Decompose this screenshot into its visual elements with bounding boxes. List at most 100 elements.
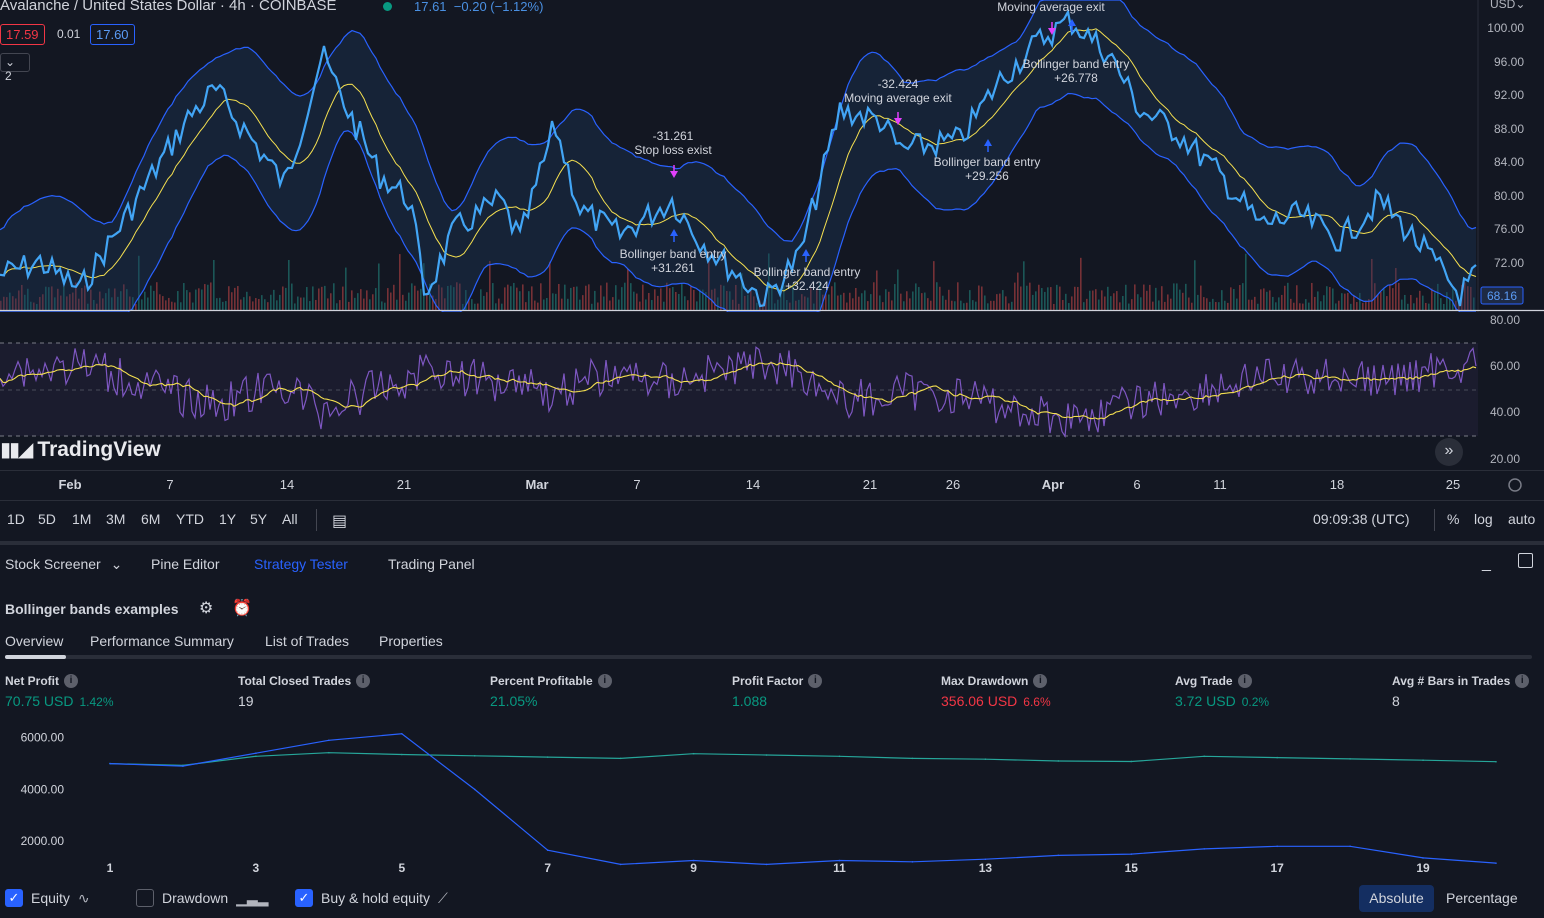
volume-bar	[1074, 286, 1076, 310]
volume-bar	[432, 295, 434, 310]
utc-clock[interactable]: 09:09:38 (UTC)	[1313, 511, 1410, 527]
indicators-collapse-button[interactable]: ⌄ 2	[0, 53, 30, 83]
volume-bar	[1113, 293, 1115, 310]
currency-selector[interactable]: USD⌄	[1490, 0, 1525, 11]
volume-bar	[1365, 300, 1367, 310]
settings-gear-icon[interactable]: ⚙	[199, 600, 214, 617]
entry-marker-icon[interactable]	[802, 249, 810, 256]
exit-marker-icon[interactable]	[1048, 28, 1056, 35]
auto-toggle[interactable]: auto	[1508, 511, 1536, 527]
sell-price-button[interactable]: 17.59	[0, 24, 45, 45]
range-5y[interactable]: 5Y	[250, 511, 268, 527]
checkbox-checked-icon[interactable]: ✓	[295, 889, 313, 907]
volume-bar	[1383, 288, 1385, 310]
info-icon[interactable]: i	[1515, 674, 1530, 688]
info-icon[interactable]: i	[1033, 674, 1048, 688]
range-1m[interactable]: 1M	[72, 511, 92, 527]
range-ytd[interactable]: YTD	[176, 511, 204, 527]
volume-bar	[519, 291, 521, 310]
subtab-list-of-trades[interactable]: List of Trades	[265, 633, 350, 649]
volume-bar	[1017, 272, 1019, 310]
volume-bar	[528, 291, 530, 310]
volume-bar	[72, 292, 74, 310]
entry-marker-icon[interactable]	[670, 229, 678, 236]
volume-bar	[1128, 303, 1130, 310]
volume-bar	[786, 300, 788, 310]
volume-bar	[1263, 288, 1265, 310]
info-icon[interactable]: i	[1237, 674, 1252, 688]
equity-checkbox[interactable]: ✓ Equity ∿	[5, 889, 90, 907]
info-icon[interactable]: i	[808, 674, 823, 688]
range-1d[interactable]: 1D	[7, 511, 25, 527]
entry-marker-icon[interactable]	[984, 139, 992, 146]
equity-point	[619, 757, 622, 760]
range-3m[interactable]: 3M	[106, 511, 126, 527]
range-1y[interactable]: 1Y	[219, 511, 237, 527]
info-icon[interactable]: i	[597, 674, 612, 688]
equity-point	[400, 753, 403, 756]
divider	[316, 509, 317, 531]
maximize-icon[interactable]	[1518, 553, 1533, 568]
info-icon[interactable]: i	[356, 674, 371, 688]
volume-bar	[489, 260, 491, 310]
volume-bar	[273, 289, 275, 310]
range-5d[interactable]: 5D	[38, 511, 56, 527]
buy-hold-equity-checkbox[interactable]: ✓ Buy & hold equity ⟋	[295, 889, 448, 907]
tab-strategy-tester[interactable]: Strategy Tester	[254, 556, 348, 572]
volume-bar	[816, 290, 818, 310]
volume-bar	[972, 300, 974, 310]
volume-bar	[1281, 294, 1283, 310]
volume-bar	[1086, 298, 1088, 310]
subtab-performance-summary[interactable]: Performance Summary	[90, 633, 234, 649]
tab-trading-panel[interactable]: Trading Panel	[388, 556, 475, 572]
volume-bar	[408, 292, 410, 310]
subtab-properties[interactable]: Properties	[379, 633, 443, 649]
volume-bar	[369, 299, 371, 310]
volume-bar	[570, 287, 572, 310]
exit-marker-icon[interactable]	[670, 171, 678, 178]
equity-point	[546, 756, 549, 758]
range-6m[interactable]: 6M	[141, 511, 161, 527]
percent-toggle[interactable]: %	[1447, 511, 1460, 527]
scroll-to-realtime-button[interactable]: »	[1435, 438, 1463, 466]
log-toggle[interactable]: log	[1474, 511, 1493, 527]
volume-bar	[999, 293, 1001, 310]
absolute-button[interactable]: Absolute	[1359, 885, 1434, 912]
buy-hold-point	[838, 859, 841, 862]
volume-bar	[1206, 298, 1208, 310]
minimize-icon[interactable]: _	[1482, 555, 1491, 572]
volume-bar	[114, 288, 116, 310]
volume-bar	[714, 288, 716, 310]
buy-hold-point	[1349, 845, 1351, 848]
volume-bar	[1110, 296, 1112, 310]
checkbox-unchecked-icon[interactable]	[136, 889, 154, 907]
alarm-clock-icon[interactable]: ⏰	[232, 600, 252, 617]
volume-bar	[921, 293, 923, 310]
volume-bar	[63, 286, 65, 310]
range-all[interactable]: All	[282, 511, 298, 527]
percentage-button[interactable]: Percentage	[1446, 890, 1518, 906]
drawdown-checkbox[interactable]: Drawdown ▁▃▂	[136, 889, 268, 907]
volume-bar	[1215, 302, 1217, 310]
time-axis[interactable]: Feb 7 14 21 Mar 7 14 21 26 Apr 6 11 18 25	[0, 470, 1544, 500]
exit-marker-icon[interactable]	[894, 118, 902, 125]
price-chart[interactable]: 100.00 96.00 92.00 88.00 84.00 80.00 76.00 72.0…	[0, 0, 1544, 312]
buy-price-button[interactable]: 17.60	[90, 24, 135, 45]
volume-bar	[1257, 303, 1259, 310]
volume-bar	[1422, 295, 1424, 310]
info-icon[interactable]: i	[64, 674, 78, 688]
date-range-calendar-icon[interactable]: ▤	[332, 513, 348, 530]
volume-bar	[984, 295, 986, 310]
rsi-pane[interactable]: 80.00 60.00 40.00 20.00	[0, 312, 1544, 470]
entry-marker-icon[interactable]	[1068, 19, 1076, 26]
tab-stock-screener[interactable]: Stock Screener ⌄	[5, 556, 122, 573]
volume-bar	[1236, 298, 1238, 310]
symbol-title[interactable]: Avalanche / United States Dollar · 4h · …	[0, 0, 337, 14]
settings-gear-icon[interactable]	[1508, 478, 1522, 492]
volume-bar	[459, 283, 461, 310]
subtab-overview[interactable]: Overview	[5, 633, 64, 649]
buy-hold-point	[692, 859, 695, 862]
checkbox-checked-icon[interactable]: ✓	[5, 889, 23, 907]
tab-pine-editor[interactable]: Pine Editor	[151, 556, 220, 572]
